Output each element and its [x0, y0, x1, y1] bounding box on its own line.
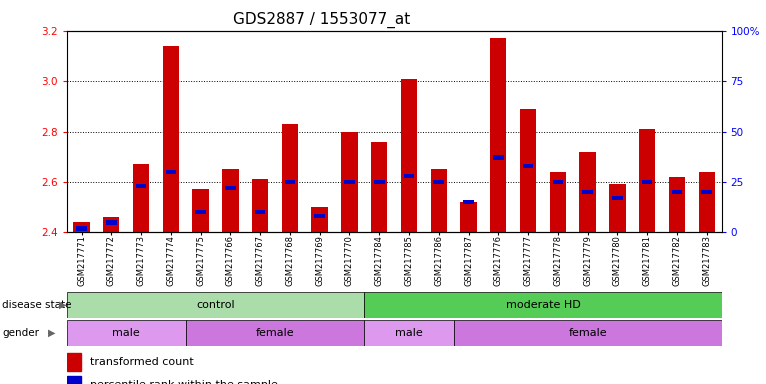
Text: transformed count: transformed count: [90, 357, 194, 367]
Text: male: male: [113, 328, 140, 338]
Text: male: male: [395, 328, 423, 338]
Bar: [133, 164, 149, 232]
Bar: [365, 320, 453, 346]
Bar: [282, 124, 298, 232]
Bar: [552, 180, 563, 184]
Bar: [582, 190, 593, 194]
Bar: [67, 292, 365, 318]
Text: percentile rank within the sample: percentile rank within the sample: [90, 381, 278, 384]
Bar: [702, 190, 712, 194]
Bar: [136, 184, 146, 188]
Bar: [195, 210, 206, 214]
Bar: [490, 38, 506, 232]
Text: GDS2887 / 1553077_at: GDS2887 / 1553077_at: [233, 12, 411, 28]
Bar: [192, 189, 209, 232]
Text: ▶: ▶: [59, 300, 67, 310]
Text: female: female: [568, 328, 607, 338]
Bar: [314, 214, 325, 218]
Bar: [453, 320, 722, 346]
Bar: [365, 292, 722, 318]
Bar: [520, 109, 536, 232]
Bar: [67, 353, 81, 371]
Text: ▶: ▶: [48, 328, 56, 338]
Bar: [255, 210, 266, 214]
Bar: [252, 179, 268, 232]
Bar: [430, 169, 447, 232]
Bar: [342, 132, 358, 232]
Text: moderate HD: moderate HD: [506, 300, 581, 310]
Bar: [612, 196, 623, 200]
Bar: [106, 220, 116, 225]
Bar: [672, 190, 683, 194]
Bar: [401, 79, 417, 232]
Bar: [609, 184, 626, 232]
Bar: [639, 129, 656, 232]
Bar: [404, 174, 414, 178]
Bar: [344, 180, 355, 184]
Bar: [642, 180, 653, 184]
Bar: [185, 320, 365, 346]
Text: disease state: disease state: [2, 300, 72, 310]
Bar: [550, 172, 566, 232]
Bar: [103, 217, 119, 232]
Bar: [225, 186, 236, 190]
Bar: [67, 376, 81, 384]
Bar: [699, 172, 715, 232]
Bar: [493, 156, 503, 160]
Bar: [460, 202, 476, 232]
Bar: [165, 170, 176, 174]
Bar: [579, 152, 596, 232]
Bar: [463, 200, 474, 204]
Text: control: control: [196, 300, 235, 310]
Bar: [434, 180, 444, 184]
Bar: [222, 169, 238, 232]
Text: female: female: [256, 328, 294, 338]
Bar: [67, 320, 185, 346]
Bar: [669, 177, 685, 232]
Bar: [312, 207, 328, 232]
Text: gender: gender: [2, 328, 39, 338]
Bar: [285, 180, 295, 184]
Bar: [522, 164, 533, 168]
Bar: [76, 226, 87, 230]
Bar: [162, 46, 179, 232]
Bar: [74, 222, 90, 232]
Bar: [374, 180, 385, 184]
Bar: [371, 142, 388, 232]
